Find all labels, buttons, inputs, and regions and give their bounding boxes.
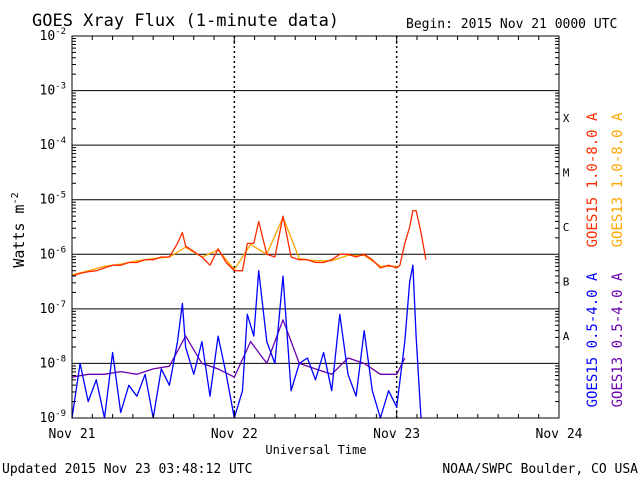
begin-label: Begin: 2015 Nov 21 0000 UTC	[406, 17, 617, 32]
y-tick-exponent: -8	[55, 354, 66, 364]
y-tick-mantissa: 10	[40, 84, 56, 99]
y-tick-exponent: -9	[55, 409, 66, 419]
series-line	[71, 209, 427, 277]
y-tick-label: 10-9	[40, 409, 67, 426]
series-line	[71, 264, 422, 419]
y-tick-mantissa: 10	[40, 193, 56, 208]
y-tick-label: 10-5	[40, 191, 67, 208]
x-axis-label: Universal Time	[265, 443, 366, 457]
y-tick-mantissa: 10	[40, 302, 56, 317]
y-tick-label: 10-2	[40, 27, 67, 44]
x-tick-label: Nov 23	[373, 427, 420, 442]
y-tick-label: 10-6	[40, 245, 67, 262]
y-tick-mantissa: 10	[40, 356, 56, 371]
flare-class-label: X	[563, 112, 570, 125]
y-tick-exponent: -2	[55, 27, 66, 37]
flare-class-labels: A B C M X	[563, 112, 570, 343]
y-tick-exponent: -3	[55, 82, 66, 92]
y-tick-label: 10-8	[40, 354, 67, 371]
y-tick-label: 10-3	[40, 82, 67, 99]
legend-entry: GOES15 1.0-8.0 A	[585, 112, 601, 247]
legend: GOES15 1.0-8.0 A GOES13 1.0-8.0 A GOES15 0…	[585, 112, 626, 407]
y-tick-exponent: -4	[55, 136, 66, 146]
y-tick-mantissa: 10	[40, 247, 56, 262]
x-tick-label: Nov 24	[536, 427, 583, 442]
y-tick-exponent: -6	[55, 245, 66, 255]
flare-class-label: A	[563, 330, 570, 343]
y-axis-label-text: Watts m	[10, 204, 28, 267]
y-tick-label: 10-7	[40, 300, 67, 317]
legend-entry: GOES15 0.5-4.0 A	[585, 272, 601, 407]
legend-entry: GOES13 1.0-8.0 A	[610, 112, 626, 247]
flare-class-label: C	[563, 221, 570, 234]
plot-area	[71, 35, 560, 419]
flare-class-label: M	[563, 166, 570, 179]
series-layer	[71, 209, 427, 419]
y-tick-mantissa: 10	[40, 29, 56, 44]
flare-class-label: B	[563, 276, 570, 289]
grid-lines	[72, 35, 559, 419]
chart-title: GOES Xray Flux (1-minute data)	[32, 11, 339, 31]
legend-entry: GOES13 0.5-4.0 A	[610, 272, 626, 407]
updated-text: Updated 2015 Nov 23 03:48:12 UTC	[2, 462, 252, 477]
x-tick-label: Nov 22	[211, 427, 258, 442]
y-tick-mantissa: 10	[40, 411, 56, 426]
y-tick-mantissa: 10	[40, 138, 56, 153]
y-tick-label: 10-4	[40, 136, 67, 153]
y-axis-label-exponent: -2	[10, 192, 21, 204]
x-tick-label: Nov 21	[49, 427, 96, 442]
y-axis-label: Watts m-2	[10, 192, 28, 267]
credit-text: NOAA/SWPC Boulder, CO USA	[442, 462, 638, 477]
series-line	[71, 319, 406, 378]
y-tick-exponent: -5	[55, 191, 66, 201]
y-tick-exponent: -7	[55, 300, 66, 310]
